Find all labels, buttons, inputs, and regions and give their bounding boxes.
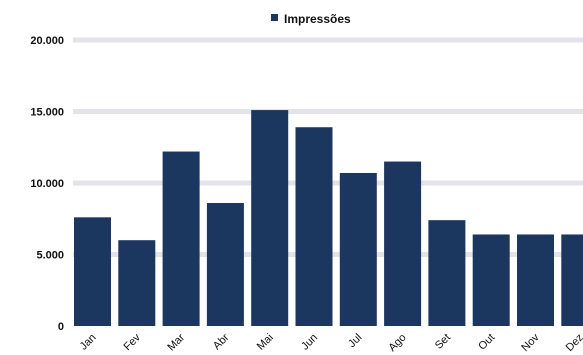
y-tick-label: 15.000 bbox=[30, 107, 64, 119]
legend-swatch bbox=[271, 14, 278, 21]
x-tick-label: Out bbox=[476, 332, 497, 353]
x-tick-label: Abr bbox=[211, 331, 232, 352]
bar-nov bbox=[517, 234, 554, 326]
bar-mai bbox=[251, 110, 289, 326]
y-tick-label: 0 bbox=[58, 321, 64, 333]
bar-ago bbox=[384, 161, 422, 326]
x-tick-label: Jun bbox=[299, 332, 320, 353]
bar-out bbox=[472, 234, 510, 326]
x-tick-label: Fev bbox=[121, 331, 143, 353]
bar-jul bbox=[339, 172, 377, 326]
x-tick-label: Jan bbox=[78, 332, 99, 353]
y-tick-label: 5.000 bbox=[36, 250, 64, 262]
bar-fev bbox=[118, 240, 156, 326]
y-axis: 0 5.000 10.000 15.000 20.000 bbox=[30, 35, 64, 333]
y-tick-label: 20.000 bbox=[30, 35, 64, 47]
bar-abr bbox=[206, 203, 244, 326]
y-tick-label: 10.000 bbox=[30, 178, 64, 190]
x-tick-label: Jul bbox=[346, 332, 364, 350]
bar-set bbox=[428, 220, 466, 326]
bar-mar bbox=[162, 151, 200, 326]
legend: Impressões bbox=[271, 12, 351, 26]
x-tick-label: Dez bbox=[564, 332, 583, 354]
x-axis: Jan Fev Mar Abr Mai Jun Jul Ago Set Out Nov Dez bbox=[78, 331, 583, 354]
bar-jun bbox=[295, 127, 333, 326]
x-tick-label: Set bbox=[433, 332, 453, 352]
x-tick-label: Nov bbox=[519, 331, 542, 354]
legend-label-impressoes: Impressões bbox=[284, 12, 351, 26]
x-tick-label: Mar bbox=[165, 331, 187, 353]
bar-jan bbox=[74, 217, 111, 326]
bar-dez bbox=[561, 234, 583, 326]
bars bbox=[74, 110, 583, 326]
x-tick-label: Mai bbox=[255, 332, 276, 353]
x-tick-label: Ago bbox=[386, 332, 408, 354]
